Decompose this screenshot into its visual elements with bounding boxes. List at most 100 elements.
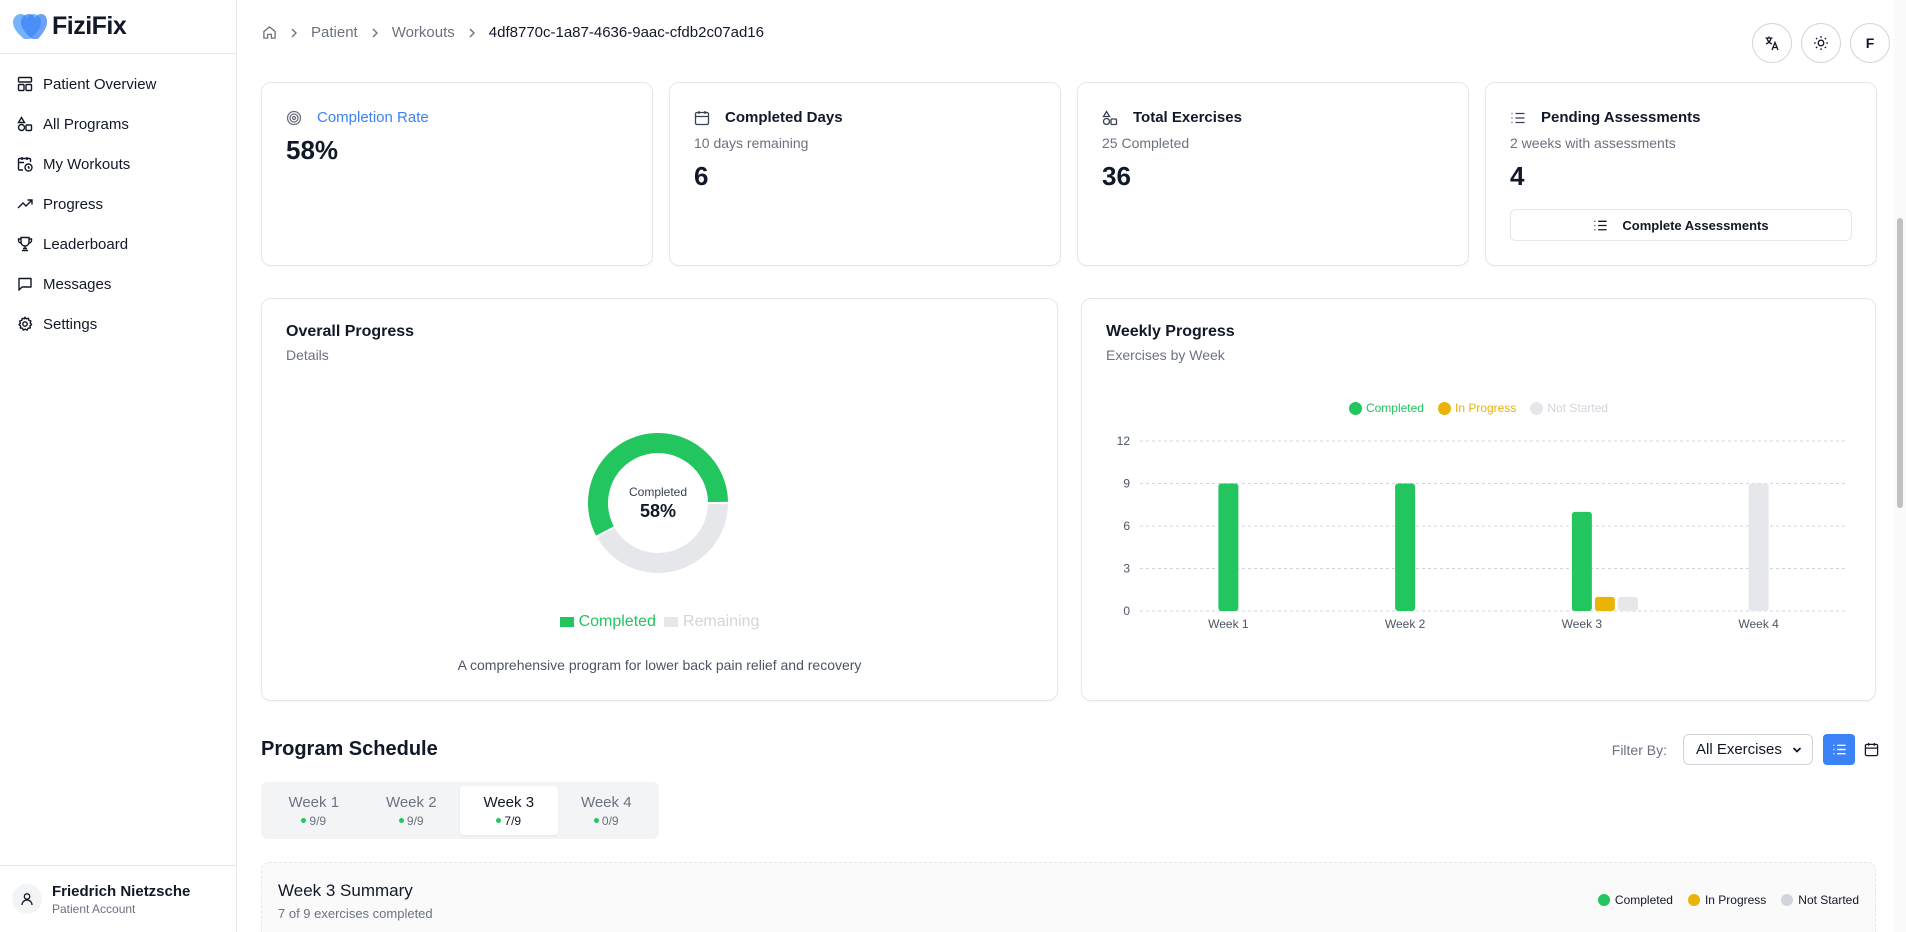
scrollbar-thumb[interactable] (1897, 218, 1903, 508)
breadcrumb-patient[interactable]: Patient (311, 24, 358, 41)
sidebar-item-my-workouts[interactable]: My Workouts (0, 144, 236, 184)
complete-assessments-button[interactable]: Complete Assessments (1510, 209, 1852, 241)
donut-svg (588, 432, 728, 573)
scrollbar[interactable] (1894, 0, 1906, 932)
y-tick-label: 0 (1123, 604, 1130, 618)
bar-completed[interactable] (1395, 483, 1416, 612)
x-tick-label: Week 2 (1385, 617, 1426, 631)
header-actions: F (1752, 23, 1890, 63)
list-view-button[interactable] (1823, 734, 1855, 765)
shapes-icon (1102, 109, 1118, 126)
theme-toggle-button[interactable] (1801, 23, 1841, 63)
donut-slice-completed[interactable] (588, 432, 728, 536)
brand-name: FiziFix (52, 12, 127, 40)
legend-item-completed[interactable]: Completed (559, 613, 656, 631)
calendar-view-button[interactable] (1855, 734, 1887, 765)
filter-value: All Exercises (1696, 741, 1782, 758)
weekly-progress-card: Weekly Progress Exercises by Week Comple… (1081, 298, 1876, 701)
weekly-progress-subtitle: Exercises by Week (1106, 347, 1225, 363)
user-account[interactable]: Friedrich Nietzsche Patient Account (0, 865, 237, 932)
user-avatar-button[interactable]: F (1850, 23, 1890, 63)
week-tabs: Week 1 9/9 Week 2 9/9 Week 3 7/9 Week 4 … (261, 782, 659, 839)
breadcrumb-workouts[interactable]: Workouts (391, 24, 455, 41)
legend-label: In Progress (1454, 401, 1517, 415)
y-tick-label: 9 (1123, 477, 1130, 491)
tab-count: 9/9 (301, 814, 326, 828)
language-button[interactable] (1752, 23, 1792, 63)
donut-center: Completed 58% (578, 423, 738, 583)
bar-completed[interactable] (1218, 483, 1239, 612)
pending-assessments-value: 4 (1510, 161, 1525, 191)
sidebar-item-label: Progress (43, 195, 104, 213)
sidebar-item-label: My Workouts (43, 155, 131, 173)
sidebar-item-progress[interactable]: Progress (0, 184, 236, 224)
legend-label: Completed (578, 613, 656, 630)
week-summary: Week 3 Summary 7 of 9 exercises complete… (261, 862, 1876, 932)
donut-legend: Completed Remaining (262, 613, 1057, 631)
sidebar-item-label: Patient Overview (43, 75, 157, 93)
y-tick-label: 6 (1123, 519, 1130, 533)
sidebar-item-all-programs[interactable]: All Programs (0, 104, 236, 144)
tab-count: 7/9 (496, 814, 521, 828)
trending-up-icon (17, 196, 33, 212)
list-icon (1594, 220, 1607, 230)
tab-week-2[interactable]: Week 2 9/9 (363, 786, 461, 835)
list-icon (1832, 744, 1846, 755)
filter-select[interactable]: All Exercises (1683, 734, 1813, 765)
pending-assessments-card: Pending Assessments 2 weeks with assessm… (1485, 82, 1877, 266)
bar-in-progress[interactable] (1594, 596, 1615, 611)
avatar (12, 884, 42, 914)
donut-center-label: Completed (628, 484, 688, 499)
bar-completed[interactable] (1571, 511, 1592, 611)
legend-item-completed[interactable]: Completed (1348, 401, 1424, 415)
calendar-clock-icon (17, 156, 33, 172)
y-tick-label: 3 (1123, 562, 1130, 576)
legend-label: In Progress (1704, 893, 1767, 907)
chevron-right-icon (467, 28, 477, 38)
legend-label: Remaining (682, 613, 760, 630)
breadcrumb: Patient Workouts 4df8770c-1a87-4636-9aac… (262, 24, 764, 41)
chevron-right-icon (370, 28, 380, 38)
tab-label: Week 1 (288, 793, 340, 811)
sidebar-item-messages[interactable]: Messages (0, 264, 236, 304)
tab-week-1[interactable]: Week 1 9/9 (265, 786, 363, 835)
gear-icon (17, 316, 33, 332)
status-dot (398, 818, 404, 823)
user-icon (21, 893, 33, 906)
schedule-filter: Filter By: All Exercises (1612, 734, 1887, 765)
tab-count-value: 7/9 (504, 813, 522, 828)
sidebar-item-settings[interactable]: Settings (0, 304, 236, 344)
legend-item-in-progress[interactable]: In Progress (1437, 401, 1517, 415)
sidebar-item-patient-overview[interactable]: Patient Overview (0, 64, 236, 104)
donut-slice-remaining[interactable] (597, 503, 728, 573)
filter-label: Filter By: (1611, 741, 1667, 758)
home-icon[interactable] (262, 25, 277, 40)
days-remaining: 10 days remaining (694, 135, 809, 151)
tab-week-4[interactable]: Week 4 0/9 (558, 786, 656, 835)
status-dot (301, 818, 307, 823)
total-exercises-label: Total Exercises (1133, 109, 1242, 126)
tab-label: Week 4 (580, 793, 632, 811)
header: Patient Workouts 4df8770c-1a87-4636-9aac… (237, 0, 1906, 66)
tab-label: Week 2 (385, 793, 437, 811)
legend-item-remaining[interactable]: Remaining (663, 613, 760, 631)
brand[interactable]: FiziFix (0, 0, 236, 54)
bar-not-started[interactable] (1617, 596, 1638, 611)
donut-center-value: 58% (639, 500, 677, 521)
legend-label: Completed (1614, 893, 1673, 907)
pending-assessments-title: Pending Assessments (1510, 109, 1701, 126)
week-summary-subtitle: 7 of 9 exercises completed (278, 906, 433, 921)
sun-icon (1814, 36, 1828, 50)
x-tick-label: Week 3 (1562, 617, 1603, 631)
summary-legend: Completed In Progress Not Started (1597, 893, 1859, 907)
legend-item-not-started[interactable]: Not Started (1530, 401, 1608, 415)
user-role: Patient Account (52, 901, 136, 916)
y-tick-label: 12 (1117, 434, 1131, 448)
total-exercises-card: Total Exercises 25 Completed 36 (1077, 82, 1469, 266)
tab-week-3[interactable]: Week 3 7/9 (460, 786, 558, 835)
sidebar-item-leaderboard[interactable]: Leaderboard (0, 224, 236, 264)
bar-not-started[interactable] (1748, 483, 1769, 612)
legend-dot (1348, 401, 1362, 415)
layout-icon (17, 76, 33, 92)
x-tick-label: Week 1 (1208, 617, 1249, 631)
